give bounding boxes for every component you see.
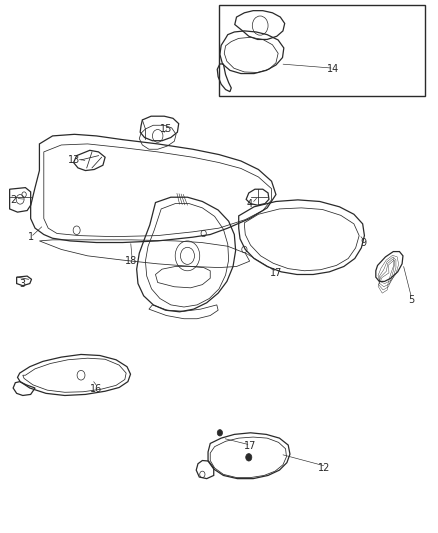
Text: 2: 2 (10, 195, 16, 205)
Circle shape (246, 454, 252, 461)
Text: 1: 1 (28, 232, 34, 242)
Text: 9: 9 (360, 238, 367, 247)
Text: 13: 13 (68, 155, 81, 165)
Circle shape (217, 430, 223, 436)
Text: 4: 4 (247, 199, 253, 208)
Text: 15: 15 (160, 124, 173, 134)
Text: 16: 16 (90, 384, 102, 394)
Text: 12: 12 (318, 463, 330, 473)
Text: 17: 17 (270, 268, 282, 278)
Text: 3: 3 (19, 279, 25, 288)
Text: 14: 14 (327, 64, 339, 74)
Text: 18: 18 (125, 256, 138, 266)
Text: 17: 17 (244, 441, 256, 451)
Bar (219, 5, 425, 96)
Text: 5: 5 (409, 295, 415, 305)
